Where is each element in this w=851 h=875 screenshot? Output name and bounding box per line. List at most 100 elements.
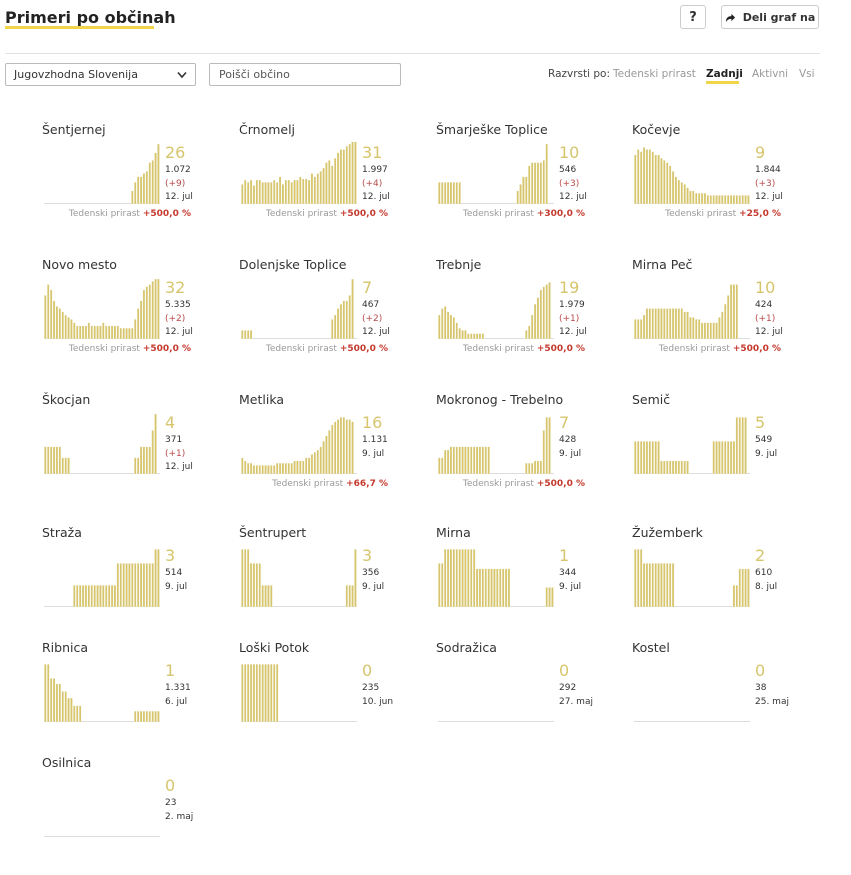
municipality-card[interactable]: Semič 5 549 9. jul (632, 392, 817, 512)
municipality-card[interactable]: Kostel 0 38 25. maj (632, 640, 817, 760)
sparkline-bar (464, 446, 467, 475)
sparkline-bar (441, 563, 444, 608)
sparkline-bar (331, 319, 334, 340)
municipality-card[interactable]: Šmarješke Toplice 10 546 (+3) 12. jul Tedensk… (436, 122, 621, 242)
sparkline-bar (293, 179, 296, 205)
municipality-card[interactable]: Šentjernej 26 1.072 (+9) 12. jul Tedenski pri… (42, 122, 227, 242)
sparkline-bar (499, 568, 502, 608)
sparkline-bar (536, 162, 540, 205)
sparkline-bar (267, 465, 270, 475)
sort-option-aktivni[interactable]: Aktivni (752, 68, 789, 80)
sparkline-bar (461, 446, 464, 475)
sparkline-bar (642, 147, 646, 205)
active-cases-value: 7 (362, 278, 373, 297)
active-cases-value: 16 (362, 413, 383, 432)
sparkline-bar (61, 311, 64, 340)
chevron-down-icon (177, 71, 187, 78)
sparkline-bar (441, 308, 444, 340)
sparkline-bar (657, 308, 660, 340)
sparkline-bar (116, 325, 120, 340)
daily-delta-value: (+9) (165, 179, 186, 189)
sparkline-bar (316, 449, 319, 475)
sparkline-bar (105, 325, 108, 340)
municipality-card[interactable]: Sodražica 0 292 27. maj (436, 640, 621, 760)
municipality-card[interactable]: Mokronog - Trebelno 7 428 9. jul Tedenski pr… (436, 392, 621, 512)
sort-option-vsi[interactable]: Vsi (799, 68, 815, 80)
weekly-trend-value: +500,0 % (142, 209, 191, 219)
municipality-card[interactable]: Loški Potok 0 235 10. jun (239, 640, 424, 760)
sparkline-bar (302, 460, 305, 475)
sparkline-bar (273, 465, 276, 475)
weekly-trend-label: Tedenski prirast (658, 344, 730, 354)
sparkline-bar (348, 295, 351, 340)
sparkline-bar (102, 585, 105, 608)
sparkline-bar (307, 179, 311, 205)
sparkline-bar (438, 182, 441, 205)
sparkline-bar (333, 314, 337, 340)
sparkline-bar (709, 322, 712, 340)
sort-option-tedenski-prirast[interactable]: Tedenski prirast (613, 68, 696, 80)
sparkline-bar (302, 178, 305, 205)
weekly-trend-label: Tedenski prirast (462, 344, 534, 354)
weekly-trend-value: +500,0 % (732, 344, 781, 354)
sparkline-bar (721, 195, 724, 205)
sparkline-bar (322, 441, 325, 475)
sparkline-bar (464, 330, 467, 340)
municipality-card[interactable]: Osilnica 0 23 2. maj (42, 755, 227, 875)
municipality-name: Sodražica (436, 640, 497, 655)
sparkline-bar (264, 585, 267, 608)
sparkline-bar (136, 176, 140, 205)
sparkline-bar (90, 325, 93, 340)
municipality-card[interactable]: Dolenjske Toplice 7 467 (+2) 12. jul Tedenski… (239, 257, 424, 377)
municipality-name: Črnomelj (239, 122, 296, 137)
municipality-card[interactable]: Trebnje 19 1.979 (+1) 12. jul Tedenski priras… (436, 257, 621, 377)
sparkline-chart (44, 413, 160, 475)
sparkline-bar (481, 333, 485, 340)
sort-option-zadnji[interactable]: Zadnji (706, 68, 743, 80)
sparkline-bar (481, 446, 485, 475)
sparkline-bar (134, 457, 137, 475)
search-input[interactable] (209, 63, 401, 86)
weekly-trend-label: Tedenski prirast (265, 344, 337, 354)
sparkline-bar (102, 322, 105, 340)
sparkline-bar (642, 314, 646, 340)
sparkline-bar (645, 149, 649, 205)
sparkline-bar (504, 568, 508, 608)
municipality-card[interactable]: Kočevje 9 1.844 (+3) 12. jul Tedenski prirast… (632, 122, 817, 242)
weekly-trend-label: Tedenski prirast (665, 209, 737, 219)
municipality-card[interactable]: Mirna 1 344 9. jul (436, 525, 621, 645)
sparkline-bar (44, 446, 47, 475)
help-button[interactable]: ? (680, 5, 706, 29)
municipality-name: Metlika (239, 392, 285, 407)
municipality-card[interactable]: Mirna Peč 10 424 (+1) 12. jul Tedenski priras… (632, 257, 817, 377)
municipality-card[interactable]: Novo mesto 32 5.335 (+2) 12. jul Tedenski pri… (42, 257, 227, 377)
active-cases-value: 0 (755, 661, 766, 680)
sparkline-bar (637, 441, 640, 475)
sparkline-bar (52, 678, 56, 723)
weekly-trend: Tedenski prirast +500,0 % (69, 344, 191, 354)
municipality-card[interactable]: Črnomelj 31 1.997 (+4) 12. jul Tedenski prira… (239, 122, 424, 242)
sparkline-bar (136, 457, 140, 475)
municipality-card[interactable]: Žužemberk 2 610 8. jul (632, 525, 817, 645)
last-update-date: 6. jul (165, 697, 188, 707)
total-cases-value: 1.331 (165, 683, 191, 693)
municipality-card[interactable]: Ribnica 1 1.331 6. jul (42, 640, 227, 760)
last-update-date: 10. jun (362, 697, 394, 707)
region-select[interactable]: Jugovzhodna Slovenija (5, 63, 196, 86)
sparkline-bar (709, 195, 712, 205)
municipality-card[interactable]: Straža 3 514 9. jul (42, 525, 227, 645)
sparkline-bar (333, 421, 337, 475)
sparkline-bar (249, 179, 253, 205)
sparkline-bar (136, 308, 140, 340)
share-button[interactable]: Deli graf na (721, 5, 819, 29)
weekly-trend-value: +500,0 % (536, 344, 585, 354)
sparkline-bar (464, 549, 467, 608)
municipality-card[interactable]: Šentrupert 3 356 9. jul (239, 525, 424, 645)
sparkline-bar (470, 333, 473, 340)
sparkline-bar (542, 286, 545, 340)
sparkline-bar (741, 568, 744, 608)
municipality-card[interactable]: Škocjan 4 371 (+1) 12. jul (42, 392, 227, 512)
sparkline-bar (87, 585, 91, 608)
sparkline-bar (113, 585, 117, 608)
municipality-card[interactable]: Metlika 16 1.131 9. jul Tedenski prirast +66… (239, 392, 424, 512)
